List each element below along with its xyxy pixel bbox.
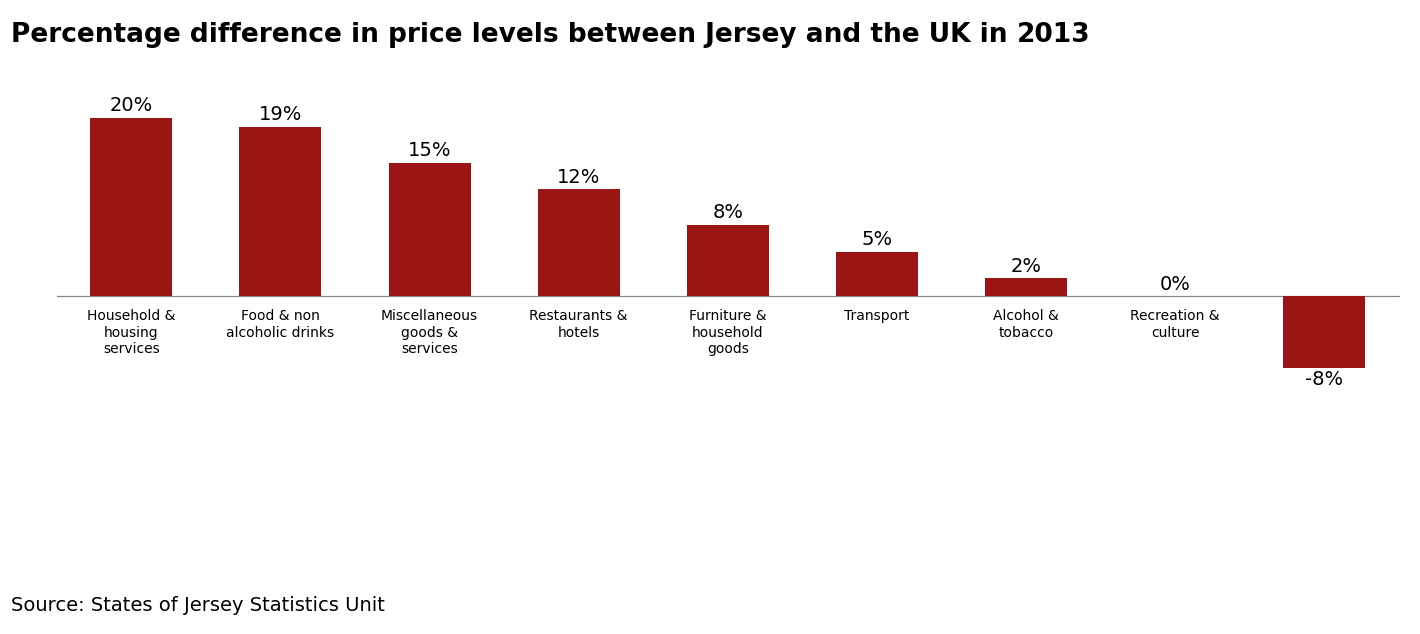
Bar [836,252,917,296]
Bar [687,225,768,296]
Bar [91,118,172,296]
Text: 19%: 19% [258,105,302,124]
Text: 15%: 15% [408,141,452,160]
Bar [985,278,1066,296]
Text: 5%: 5% [862,230,892,249]
Text: 0%: 0% [1160,275,1190,294]
Bar [538,190,619,296]
Text: Source: States of Jersey Statistics Unit: Source: States of Jersey Statistics Unit [11,596,385,615]
Text: 2%: 2% [1011,257,1041,276]
Text: -8%: -8% [1305,370,1343,389]
Text: 20%: 20% [109,96,153,115]
Text: 2013: 2013 [1017,22,1091,48]
Bar [240,127,321,296]
Text: Percentage difference in price levels between Jersey and the UK in: Percentage difference in price levels be… [11,22,1017,48]
Text: 12%: 12% [557,167,601,186]
Bar [1284,296,1365,368]
Bar [389,162,470,296]
Text: 8%: 8% [713,204,743,223]
